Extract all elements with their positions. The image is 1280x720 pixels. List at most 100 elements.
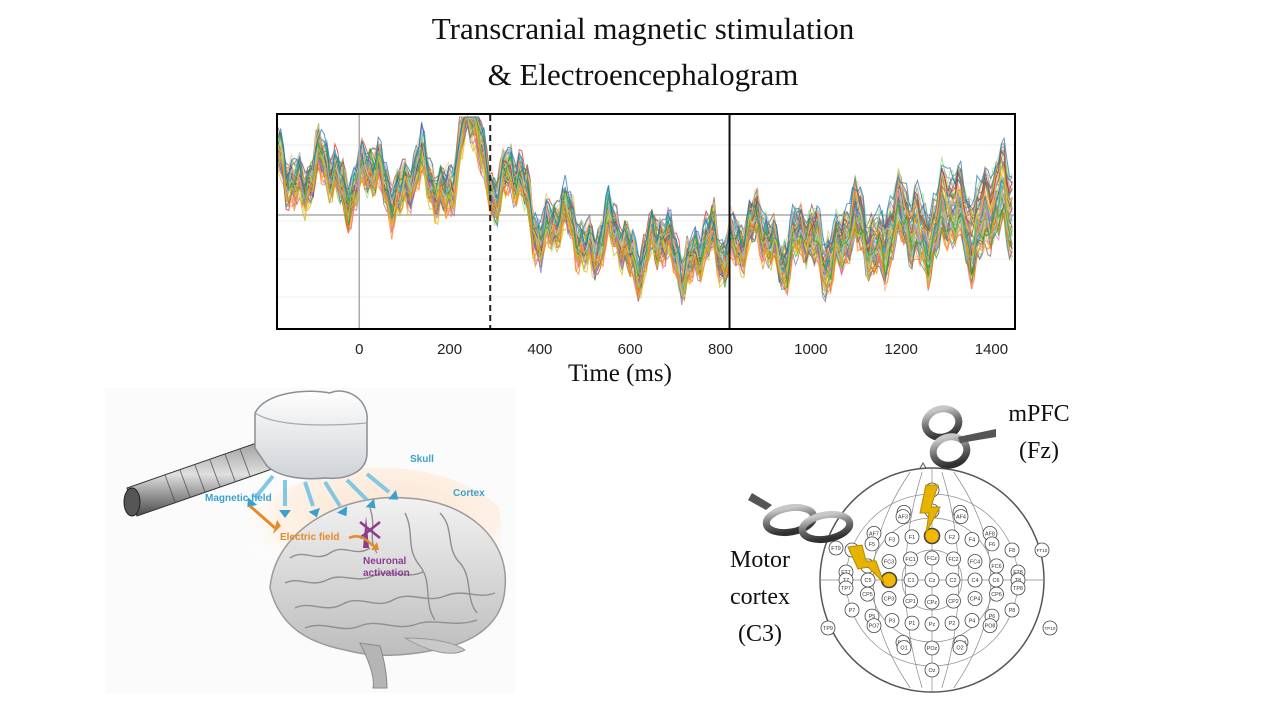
x-tick-label: 0	[355, 341, 363, 358]
electrode-tp9	[820, 620, 836, 636]
magnetic-field-arrows	[247, 472, 399, 518]
electrode-label: FC3	[884, 560, 894, 566]
electrode-tp10	[1042, 620, 1058, 636]
electrode-label: TP8	[1013, 586, 1023, 592]
electrode-label: FC4	[970, 560, 980, 566]
x-tick-label: 800	[708, 341, 733, 358]
figure-title: Transcranial magnetic stimulation & Elec…	[0, 6, 1280, 98]
magnetic-field-arrowhead	[279, 510, 291, 518]
magnetic-field-arrow	[303, 481, 315, 507]
label-mpfc: mPFC (Fz)	[994, 396, 1084, 470]
x-tick-label: 200	[437, 341, 462, 358]
electrode-oz	[924, 662, 940, 678]
electrode-p3	[884, 613, 900, 628]
title-line-2: & Electroencephalogram	[487, 57, 799, 92]
electrode-label: CP6	[991, 592, 1002, 598]
electrode-po7	[866, 618, 882, 634]
magnetic-field-arrow	[323, 480, 342, 508]
electrode-label: TP10	[1045, 626, 1056, 631]
electrode-cp1	[903, 593, 918, 609]
electrode-label: CP4	[970, 597, 981, 603]
label-motor-line-2: cortex	[730, 584, 790, 610]
x-tick-label: 600	[618, 341, 643, 358]
electrode-label: O2	[956, 646, 963, 652]
electrode-label: F3	[889, 538, 895, 544]
coil-icon-motor	[748, 493, 854, 544]
electrode-label: AF8	[985, 531, 995, 537]
label-neuronal-line-2: activation	[363, 568, 410, 579]
electrode-label: FC1	[905, 557, 915, 563]
label-electric-field: Electric field	[280, 532, 339, 543]
label-neuronal-line-1: Neuronal	[363, 556, 407, 567]
electrode-label: FT9	[831, 546, 841, 552]
tms-illustration: Skull Cortex Magnetic field Electric fie…	[105, 388, 515, 693]
magnetic-field-arrowhead	[308, 507, 320, 518]
eeg-channel-trace	[277, 116, 1013, 299]
tms-coil-device	[123, 390, 368, 517]
electrode-tp8	[1010, 580, 1026, 596]
electrode-label: F6	[989, 542, 995, 548]
brain-shape	[269, 496, 507, 689]
electrode-label: TP9	[823, 626, 833, 632]
electric-field-arrow	[249, 504, 281, 534]
electrode-label: F4	[969, 538, 975, 544]
electrode-label: AF3	[898, 515, 908, 521]
electrode-af4	[953, 509, 969, 524]
eeg-montage-diagram: Fp1FpzFp2AF7AF3AFzAF4AF8F7F5F3F1F2F4F6F8…	[748, 405, 1058, 693]
electrode-label: TP7	[841, 586, 851, 592]
electrode-cp5	[860, 586, 875, 602]
electrode-label: AF7	[869, 531, 879, 537]
eeg-channel-trace	[277, 116, 1013, 284]
eeg-channel-trace	[277, 116, 1013, 303]
electrode-label: CP1	[905, 599, 916, 605]
electrode-fc3	[881, 554, 897, 569]
electrode-p2	[944, 615, 960, 631]
magnetic-field-arrowhead	[388, 489, 399, 500]
magnetic-field-arrow	[365, 472, 391, 494]
electrode-cp2	[946, 593, 961, 609]
x-tick-label: 1400	[975, 341, 1008, 358]
electrode-f1	[904, 529, 920, 545]
electrode-cp3	[881, 591, 897, 606]
plot-frame	[276, 113, 1016, 330]
electrode-label: FC2	[948, 557, 958, 563]
electrode-label: P8	[1009, 608, 1016, 614]
electrode-c1	[903, 572, 919, 588]
electrode-af3	[895, 509, 911, 524]
electrode-o2	[952, 640, 968, 656]
electrode-label: CP3	[884, 597, 895, 603]
eeg-channel-trace	[277, 116, 1013, 297]
electrode-p8	[1004, 602, 1020, 618]
magnetic-field-arrowhead	[337, 506, 348, 517]
electrode-fz	[923, 527, 941, 545]
label-mpfc-line-2: (Fz)	[1019, 438, 1059, 464]
stim-bolt-motor	[847, 544, 885, 584]
label-mpfc-line-1: mPFC	[1008, 401, 1070, 427]
electrode-label: Cz	[929, 578, 936, 584]
electrode-label: F2	[949, 535, 955, 541]
label-skull: Skull	[410, 454, 434, 465]
x-axis-title: Time (ms)	[568, 360, 672, 387]
eeg-butterfly-plot: 0 200 400 600 800 1000 1200 1400	[276, 113, 1016, 358]
label-cortex: Cortex	[453, 488, 485, 499]
electrode-f3	[884, 532, 900, 547]
x-tick-label: 400	[527, 341, 552, 358]
electrode-label: PO8	[985, 624, 996, 630]
electrode-f8	[1004, 542, 1020, 558]
electrode-label: CP5	[862, 592, 873, 598]
magnetic-field-arrow	[345, 478, 369, 502]
electrode-label: O1	[900, 646, 907, 652]
electrode-p4	[964, 613, 980, 628]
electrode-label: FCz	[927, 556, 937, 562]
electrode-cz	[924, 572, 940, 588]
magnetic-field-arrowhead	[247, 497, 258, 508]
electrode-label: F1	[909, 535, 915, 541]
label-magnetic-field: Magnetic field	[205, 493, 272, 504]
label-motor-cortex: Motor cortex (C3)	[712, 542, 808, 653]
electrode-label: C2	[950, 578, 957, 584]
electrode-ft9	[828, 540, 844, 556]
electrode-c2	[945, 572, 961, 588]
x-tick-label: 1000	[794, 341, 827, 358]
coil-icon-mpfc	[921, 405, 996, 469]
title-line-1: Transcranial magnetic stimulation	[431, 11, 855, 46]
